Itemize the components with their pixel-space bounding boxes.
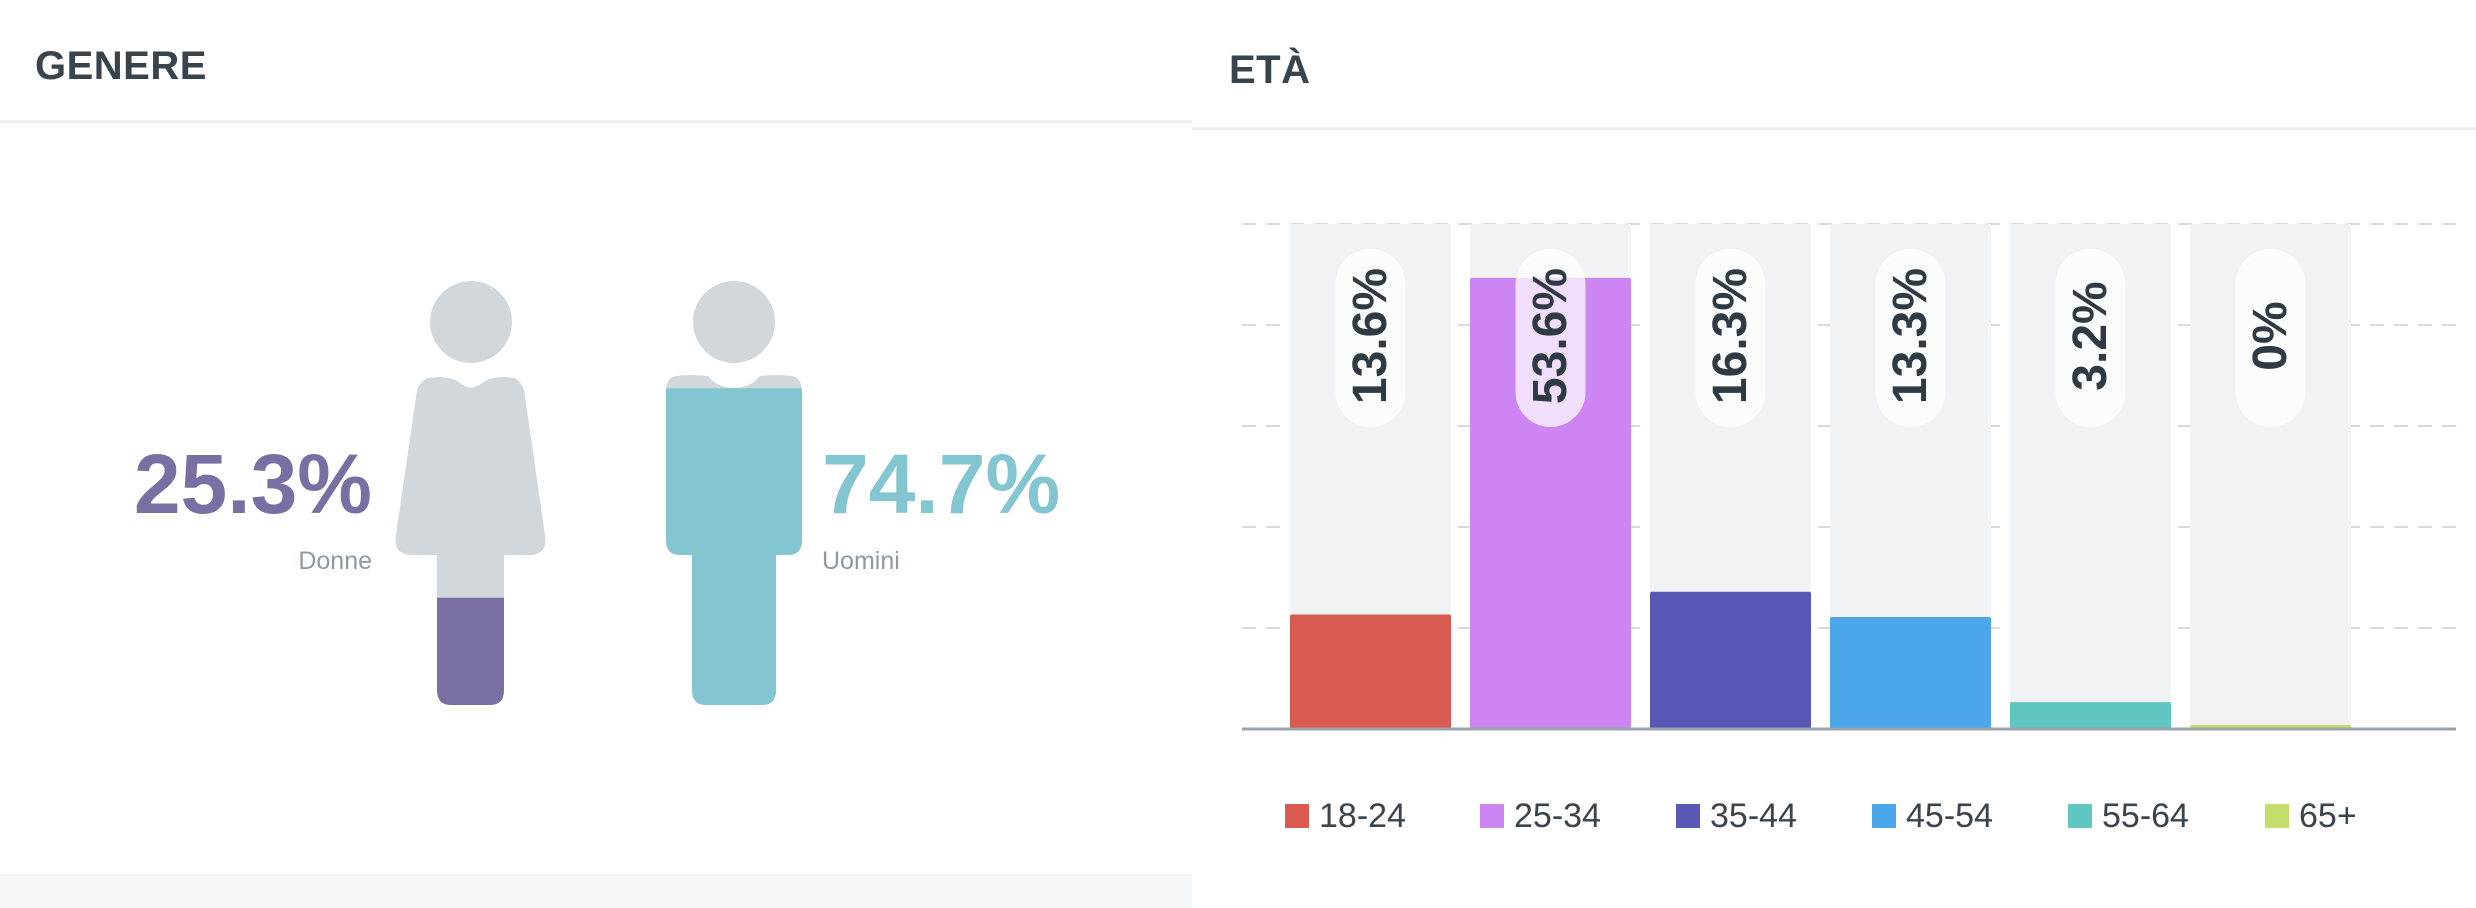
legend-item-25-34: 25-34 [1480, 796, 1601, 835]
legend-label: 45-54 [1906, 796, 1993, 835]
legend-swatch [1480, 804, 1504, 828]
value-labels: 13.6% 53.6% 16.3% 13.3% 3.2% 0% [1335, 249, 2306, 427]
legend-item-65-plus: 65+ [2265, 796, 2357, 835]
legend-swatch [2265, 804, 2289, 828]
value-label-pill [1695, 249, 1766, 427]
gender-figures [395, 281, 802, 705]
bar-18-24[interactable] [1290, 614, 1451, 729]
bars [1290, 277, 2351, 729]
value-label-pill [1335, 249, 1406, 427]
gender-panel-header: GENERE [0, 0, 1192, 123]
age-panel: ETÀ 13.6% 53.6% 16.3% 13.3% 3.2% 0% 18-24 25-… [1192, 0, 2476, 908]
male-label: Uomini [822, 547, 900, 575]
value-label: 13.6% [1344, 268, 1397, 404]
bar-25-34[interactable] [1470, 277, 1631, 729]
gender-title: GENERE [35, 44, 207, 88]
value-label-pill [2055, 249, 2126, 427]
age-bar-chart: 13.6% 53.6% 16.3% 13.3% 3.2% 0% [1242, 223, 2456, 731]
legend-swatch [1676, 804, 1700, 828]
male-percent: 74.7% [822, 437, 1061, 531]
value-label-pill [1875, 249, 1946, 427]
legend-swatch [1285, 804, 1309, 828]
value-label-pill [2235, 249, 2306, 427]
legend-swatch [1872, 804, 1896, 828]
legend-item-45-54: 45-54 [1872, 796, 1993, 835]
female-percent: 25.3% [133, 437, 372, 531]
value-label: 16.3% [1704, 268, 1757, 404]
age-panel-header: ETÀ [1192, 0, 2476, 130]
legend-label: 35-44 [1710, 796, 1797, 835]
legend-item-18-24: 18-24 [1285, 796, 1406, 835]
value-label-pill [1515, 249, 1586, 427]
legend-item-35-44: 35-44 [1676, 796, 1797, 835]
legend-label: 18-24 [1319, 796, 1406, 835]
legend-label: 55-64 [2102, 796, 2189, 835]
legend-swatch [2068, 804, 2092, 828]
female-figure-icon [395, 281, 546, 705]
value-label: 13.3% [1884, 268, 1937, 404]
female-label: Donne [298, 547, 372, 575]
legend-label: 25-34 [1514, 796, 1601, 835]
value-label: 0% [2244, 301, 2297, 370]
bar-45-54[interactable] [1830, 617, 1991, 729]
legend-label: 65+ [2299, 796, 2357, 835]
gender-panel: GENERE [0, 0, 1192, 874]
bar-35-44[interactable] [1650, 591, 1811, 729]
male-figure-icon [666, 281, 802, 705]
legend-item-55-64: 55-64 [2068, 796, 2189, 835]
bar-55-64[interactable] [2010, 702, 2171, 729]
value-label: 3.2% [2064, 281, 2117, 390]
value-label: 53.6% [1524, 268, 1577, 404]
age-title: ETÀ [1229, 48, 1311, 92]
